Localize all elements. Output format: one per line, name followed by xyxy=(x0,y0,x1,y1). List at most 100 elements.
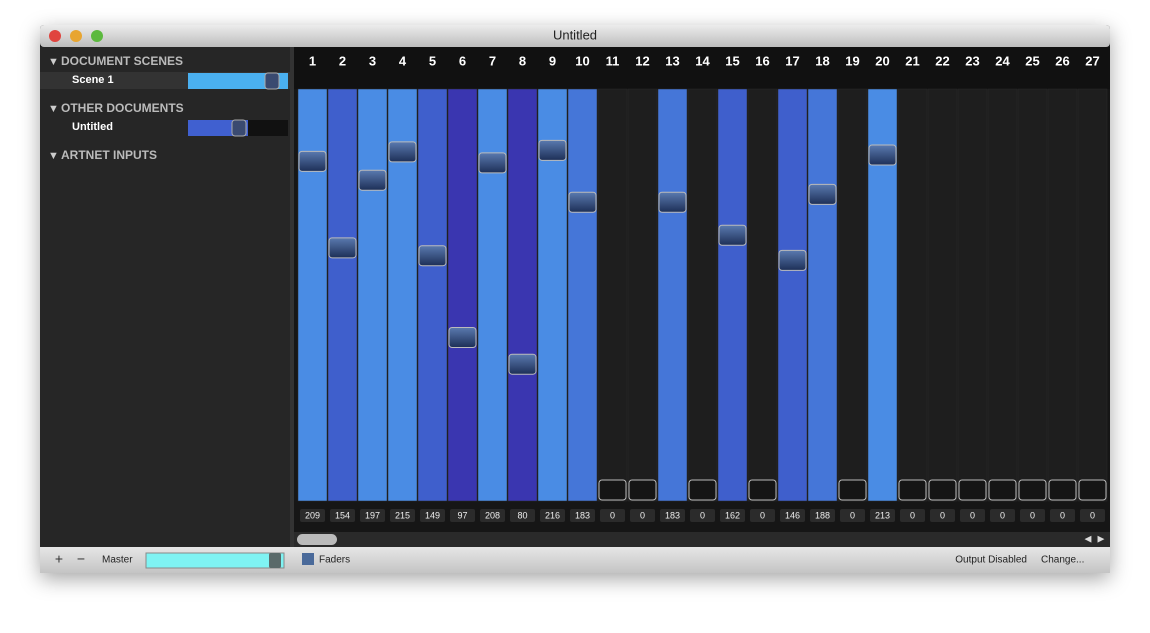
fader-knob[interactable] xyxy=(988,479,1017,501)
value-box xyxy=(870,509,895,522)
master-knob[interactable] xyxy=(269,553,281,568)
section-arrow: ▼ xyxy=(48,103,59,115)
fader-knob[interactable] xyxy=(658,191,687,213)
fader-knob[interactable] xyxy=(718,224,747,246)
item-slider-fill xyxy=(188,73,288,89)
minimize-button[interactable] xyxy=(70,30,82,42)
change-button[interactable]: Change... xyxy=(1041,555,1084,566)
value-label: 0 xyxy=(910,510,915,520)
fader-knob[interactable] xyxy=(748,479,777,501)
channel-label: 13 xyxy=(665,53,679,68)
zoom-button[interactable] xyxy=(91,30,103,42)
fader-knob[interactable] xyxy=(1078,479,1107,501)
value-box xyxy=(390,509,415,522)
fader-knob[interactable] xyxy=(358,169,387,191)
fader-knob[interactable] xyxy=(958,479,987,501)
fader-knob[interactable] xyxy=(628,479,657,501)
master-slider[interactable] xyxy=(145,552,285,569)
add-button[interactable]: + xyxy=(55,551,63,567)
channel-label: 10 xyxy=(575,53,589,68)
channel-label: 18 xyxy=(815,53,829,68)
section-title[interactable]: ARTNET INPUTS xyxy=(61,148,157,162)
value-box xyxy=(780,509,805,522)
value-box xyxy=(1050,509,1075,522)
value-label: 154 xyxy=(335,510,350,520)
value-box xyxy=(1080,509,1105,522)
fader-knob[interactable] xyxy=(448,326,477,348)
value-label: 0 xyxy=(700,510,705,520)
section-arrow: ▼ xyxy=(48,150,59,162)
value-label: 183 xyxy=(665,510,680,520)
item-knob[interactable] xyxy=(231,119,247,137)
master-label: Master xyxy=(102,555,133,566)
fader-track xyxy=(447,88,478,502)
fader-knob[interactable] xyxy=(388,141,417,163)
fader-track xyxy=(507,88,538,502)
remove-button[interactable]: − xyxy=(77,551,85,567)
section-title[interactable]: DOCUMENT SCENES xyxy=(61,54,183,68)
fader-knob[interactable] xyxy=(1018,479,1047,501)
window-title: Untitled xyxy=(553,27,597,42)
item-knob[interactable] xyxy=(264,72,280,90)
fader-knob[interactable] xyxy=(478,152,507,174)
view-label[interactable]: Faders xyxy=(319,555,350,566)
status-label: Output Disabled xyxy=(955,555,1027,566)
fader-track xyxy=(957,88,988,502)
value-box xyxy=(330,509,355,522)
channel-label: 26 xyxy=(1055,53,1069,68)
scroll-right[interactable]: ▶ xyxy=(1098,533,1105,543)
fader-track xyxy=(567,88,598,502)
fader-knob[interactable] xyxy=(508,353,537,375)
value-box xyxy=(900,509,925,522)
value-box xyxy=(450,509,475,522)
section-title[interactable]: OTHER DOCUMENTS xyxy=(61,101,184,115)
channel-label: 3 xyxy=(369,53,376,68)
value-label: 0 xyxy=(1060,510,1065,520)
scroll-left[interactable]: ◀ xyxy=(1085,533,1092,543)
fader-track xyxy=(777,88,808,502)
fader-track xyxy=(717,88,748,502)
value-box xyxy=(930,509,955,522)
fader-knob[interactable] xyxy=(688,479,717,501)
channel-label: 16 xyxy=(755,53,769,68)
channel-label: 22 xyxy=(935,53,949,68)
fader-knob[interactable] xyxy=(1048,479,1077,501)
fader-knob[interactable] xyxy=(808,183,837,205)
fader-track xyxy=(897,88,928,502)
fader-knob[interactable] xyxy=(928,479,957,501)
value-box xyxy=(960,509,985,522)
fader-track xyxy=(627,88,658,502)
fader-knob[interactable] xyxy=(538,139,567,161)
fader-track xyxy=(477,88,508,502)
fader-knob[interactable] xyxy=(778,249,807,271)
value-label: 197 xyxy=(365,510,380,520)
item-label[interactable]: Scene 1 xyxy=(72,74,114,86)
value-box xyxy=(1020,509,1045,522)
fader-knob[interactable] xyxy=(868,144,897,166)
value-box xyxy=(420,509,445,522)
value-label: 183 xyxy=(575,510,590,520)
scrollbar xyxy=(294,532,1110,547)
value-label: 146 xyxy=(785,510,800,520)
section-arrow: ▼ xyxy=(48,56,59,68)
fader-knob[interactable] xyxy=(898,479,927,501)
value-label: 0 xyxy=(940,510,945,520)
value-box xyxy=(720,509,745,522)
fader-track xyxy=(657,88,688,502)
value-label: 80 xyxy=(517,510,527,520)
value-label: 149 xyxy=(425,510,440,520)
fader-knob[interactable] xyxy=(838,479,867,501)
close-button[interactable] xyxy=(49,30,61,42)
item-label[interactable]: Untitled xyxy=(72,121,113,133)
channel-label: 9 xyxy=(549,53,556,68)
fader-track xyxy=(687,88,718,502)
fader-knob[interactable] xyxy=(328,237,357,259)
channel-label: 15 xyxy=(725,53,739,68)
fader-knob[interactable] xyxy=(598,479,627,501)
channel-label: 21 xyxy=(905,53,919,68)
fader-knob[interactable] xyxy=(298,150,327,172)
fader-knob[interactable] xyxy=(418,245,447,267)
fader-knob[interactable] xyxy=(568,191,597,213)
scroll-thumb[interactable] xyxy=(297,534,337,545)
splitter xyxy=(290,47,294,547)
